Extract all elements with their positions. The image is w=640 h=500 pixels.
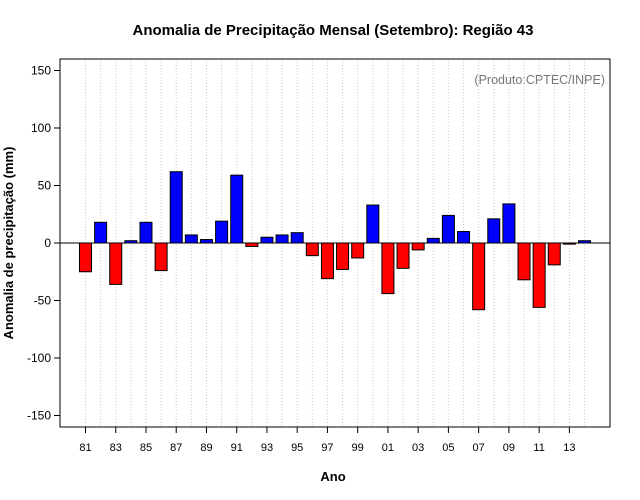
bar-2000 bbox=[366, 204, 380, 244]
y-axis: -150 -100 -50 0 50 100 150 bbox=[27, 64, 60, 423]
x-tick-label: 85 bbox=[140, 442, 152, 454]
x-tick-label: 05 bbox=[442, 442, 454, 454]
bar-1997 bbox=[320, 242, 334, 280]
x-axis: 81 83 85 87 89 91 93 95 97 99 01 03 05 07 09 11 13 bbox=[79, 427, 576, 454]
x-tick-label: 95 bbox=[291, 442, 303, 454]
x-tick-label: 99 bbox=[352, 442, 364, 454]
bar-1982 bbox=[94, 221, 108, 244]
bar-1991 bbox=[230, 174, 244, 244]
x-tick-label: 81 bbox=[79, 442, 91, 454]
x-tick-label: 07 bbox=[473, 442, 485, 454]
x-tick-label: 13 bbox=[563, 442, 575, 454]
bar-2007 bbox=[472, 242, 486, 311]
bar-2008 bbox=[487, 218, 501, 244]
bar-1985 bbox=[139, 221, 153, 244]
bar-2011 bbox=[532, 242, 546, 308]
bar-2001 bbox=[381, 242, 395, 295]
bar-layer bbox=[79, 171, 591, 311]
y-tick-label: 0 bbox=[44, 236, 51, 250]
bar-1994 bbox=[275, 234, 289, 244]
bar-2005 bbox=[441, 214, 455, 244]
y-tick-label: -100 bbox=[27, 351, 51, 365]
y-tick-label: 50 bbox=[38, 179, 52, 193]
y-tick-label: 150 bbox=[31, 64, 51, 78]
bar-1990 bbox=[215, 220, 229, 244]
bar-2010 bbox=[517, 242, 531, 281]
x-axis-label: Ano bbox=[320, 469, 345, 484]
bar-1986 bbox=[154, 242, 168, 272]
bar-2003 bbox=[411, 242, 425, 251]
bar-1989 bbox=[199, 239, 213, 244]
y-axis-label: Anomalia de precipitação (mm) bbox=[1, 147, 16, 340]
chart-title: Anomalia de Precipitação Mensal (Setembr… bbox=[133, 22, 534, 39]
bar-1993 bbox=[260, 236, 274, 244]
x-tick-label: 01 bbox=[382, 442, 394, 454]
x-tick-label: 91 bbox=[231, 442, 243, 454]
y-tick-label: 100 bbox=[31, 121, 51, 135]
bar-1981 bbox=[79, 242, 92, 273]
product-credit: (Produto:CPTEC/INPE) bbox=[474, 73, 605, 87]
y-tick-label: -150 bbox=[27, 409, 51, 423]
x-tick-label: 09 bbox=[503, 442, 515, 454]
x-tick-label: 11 bbox=[533, 442, 544, 454]
bar-2004 bbox=[426, 237, 440, 244]
x-tick-label: 97 bbox=[321, 442, 333, 454]
bar-1988 bbox=[184, 234, 198, 244]
bar-1987 bbox=[169, 171, 183, 244]
bar-1996 bbox=[305, 242, 319, 257]
bar-1983 bbox=[109, 242, 123, 285]
y-tick-label: -50 bbox=[34, 294, 52, 308]
x-tick-label: 87 bbox=[170, 442, 182, 454]
x-tick-label: 03 bbox=[412, 442, 424, 454]
bar-2012 bbox=[547, 242, 561, 266]
bar-1999 bbox=[351, 242, 365, 259]
bar-2009 bbox=[502, 203, 516, 244]
bar-1992 bbox=[245, 242, 259, 247]
x-tick-label: 89 bbox=[200, 442, 212, 454]
x-tick-label: 83 bbox=[110, 442, 122, 454]
bar-1995 bbox=[290, 232, 304, 244]
bar-2002 bbox=[396, 242, 410, 269]
bar-2006 bbox=[457, 231, 471, 244]
x-tick-label: 93 bbox=[261, 442, 273, 454]
bar-1998 bbox=[336, 242, 350, 270]
